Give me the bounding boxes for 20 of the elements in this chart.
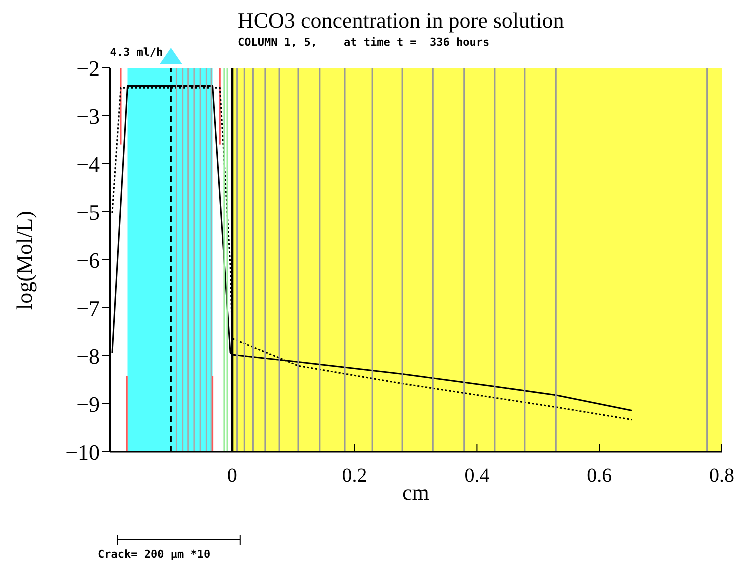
y-tick-label: −6 [76,248,100,273]
ref-line-label: 4.3 ml/h [110,46,164,59]
y-tick-label: −3 [76,104,100,129]
x-axis-title: cm [402,480,430,505]
y-tick-label: −9 [76,392,100,417]
y-tick-label: −2 [76,56,100,81]
x-tick-label: 0.2 [342,465,368,488]
y-tick-label: −5 [76,200,100,225]
x-tick-label: 0 [227,465,238,488]
y-tick-label: −8 [76,344,100,369]
y-tick-label: −4 [76,152,100,177]
y-tick-label: −7 [76,296,100,321]
x-tick-label: 0.8 [710,465,734,488]
chart-title: HCO3 concentration in pore solution [238,8,564,34]
x-tick-label: 0.6 [587,465,612,488]
chart-subtitle: COLUMN 1, 5, at time t = 336 hours [238,36,490,49]
y-tick-label: −10 [66,440,100,465]
x-tick-label: 0.4 [464,465,490,488]
text: Crack= 200 μm *10 [98,548,211,561]
y-axis-title: log(Mol/L) [12,211,37,310]
